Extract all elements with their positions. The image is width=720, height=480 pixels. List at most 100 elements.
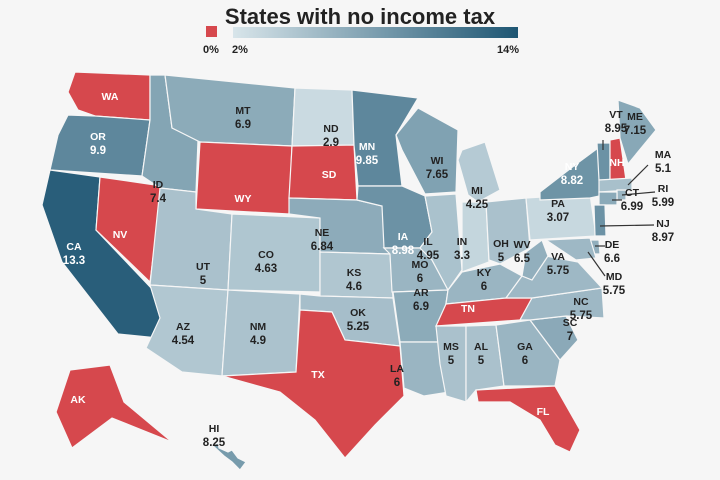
state-rate-nd: 2.9	[323, 137, 339, 149]
legend-zero-label: 0%	[203, 44, 219, 56]
state-abbr-pa: PA	[551, 198, 565, 210]
state-ma[interactable]	[598, 177, 633, 193]
state-abbr-ri: RI	[658, 183, 669, 195]
state-abbr-ok: OK	[350, 307, 366, 319]
state-rate-ks: 4.6	[346, 281, 362, 293]
state-abbr-ne: NE	[315, 227, 330, 239]
state-rate-mt: 6.9	[235, 119, 251, 131]
state-rate-in: 3.3	[454, 250, 470, 262]
state-rate-ms: 5	[448, 355, 455, 367]
state-wv[interactable]	[521, 239, 549, 281]
state-abbr-nm: NM	[250, 321, 267, 333]
state-rate-wi: 7.65	[426, 169, 449, 181]
state-wi[interactable]	[395, 107, 459, 195]
state-abbr-nj: NJ	[656, 218, 670, 230]
state-rate-ny: 8.82	[561, 175, 583, 187]
state-abbr-de: DE	[605, 239, 620, 251]
state-al[interactable]	[465, 324, 505, 404]
state-rate-la: 6	[394, 377, 400, 389]
state-ct[interactable]	[598, 191, 618, 206]
state-abbr-nh: NH	[609, 157, 624, 169]
legend-max-label: 14%	[497, 44, 520, 56]
state-fl[interactable]	[475, 385, 581, 453]
state-rate-ia: 8.98	[392, 245, 415, 257]
state-abbr-ny: NY	[565, 161, 580, 173]
state-abbr-or: OR	[90, 131, 106, 143]
state-rate-mo: 6	[417, 273, 423, 285]
legend-min-label: 2%	[232, 44, 248, 56]
state-rate-ga: 6	[522, 355, 528, 367]
state-nj[interactable]	[593, 204, 607, 237]
state-abbr-ca: CA	[66, 241, 82, 253]
state-abbr-tx: TX	[311, 369, 324, 381]
state-rate-ky: 6	[481, 281, 487, 293]
state-abbr-fl: FL	[537, 406, 550, 418]
state-md[interactable]	[544, 237, 597, 261]
state-ak[interactable]	[55, 364, 173, 449]
state-abbr-co: CO	[258, 249, 274, 261]
state-rate-sc: 7	[567, 331, 573, 343]
state-tx[interactable]	[221, 309, 405, 459]
state-rate-mi: 4.25	[466, 199, 489, 211]
state-me[interactable]	[617, 99, 657, 166]
state-ny[interactable]	[539, 146, 605, 201]
state-abbr-wy: WY	[235, 193, 252, 205]
state-rate-de: 6.6	[604, 253, 620, 265]
leader-line-md	[587, 251, 606, 277]
state-abbr-sd: SD	[322, 169, 337, 181]
map-title: States with no income tax	[224, 4, 496, 29]
state-rate-oh: 5	[498, 252, 505, 264]
state-abbr-ma: MA	[655, 149, 672, 161]
state-abbr-wi: WI	[431, 155, 444, 167]
state-abbr-vt: VT	[609, 109, 623, 121]
legend-gradient-bar	[233, 27, 518, 38]
state-il[interactable]	[419, 193, 463, 292]
state-rate-ok: 5.25	[347, 321, 370, 333]
state-abbr-la: LA	[390, 363, 404, 375]
state-abbr-mt: MT	[235, 105, 251, 117]
state-abbr-mn: MN	[359, 141, 375, 153]
state-abbr-ia: IA	[398, 231, 409, 243]
state-abbr-sc: SC	[563, 317, 578, 329]
state-ms[interactable]	[435, 325, 467, 403]
state-rate-vt: 8.95	[605, 123, 628, 135]
state-abbr-in: IN	[457, 236, 468, 248]
leader-line-ma	[627, 164, 649, 186]
state-abbr-wa: WA	[102, 91, 119, 103]
state-rate-nm: 4.9	[250, 335, 266, 347]
state-abbr-al: AL	[474, 341, 489, 353]
legend-zero-swatch	[206, 26, 217, 37]
state-rate-ma: 5.1	[655, 163, 672, 175]
state-hi[interactable]	[210, 442, 247, 471]
state-rate-nc: 5.75	[570, 310, 593, 322]
state-rate-ct: 6.99	[621, 201, 643, 213]
state-rate-pa: 3.07	[547, 212, 569, 224]
state-rate-ut: 5	[200, 275, 207, 287]
state-abbr-nv: NV	[113, 229, 128, 241]
state-rate-wv: 6.5	[514, 253, 531, 265]
state-oh[interactable]	[485, 197, 531, 265]
state-co[interactable]	[227, 213, 321, 293]
state-abbr-oh: OH	[493, 238, 509, 250]
state-rate-al: 5	[478, 355, 485, 367]
state-abbr-il: IL	[423, 236, 433, 248]
state-abbr-ar: AR	[413, 287, 429, 299]
state-abbr-id: ID	[153, 179, 164, 191]
state-abbr-ms: MS	[443, 341, 459, 353]
state-rate-az: 4.54	[172, 335, 195, 347]
state-abbr-nd: ND	[323, 123, 339, 135]
state-rate-me: 7.15	[624, 125, 647, 137]
state-abbr-md: MD	[606, 271, 623, 283]
state-abbr-ut: UT	[196, 261, 211, 273]
state-abbr-mi: MI	[471, 185, 483, 197]
state-rate-mn: 9.85	[356, 155, 379, 167]
state-ga[interactable]	[495, 319, 561, 387]
state-rate-il: 4.95	[417, 250, 440, 262]
state-in[interactable]	[461, 201, 490, 273]
leader-line-ri	[621, 191, 656, 196]
state-rate-ca: 13.3	[63, 255, 85, 267]
state-rate-hi: 8.25	[203, 437, 226, 449]
state-nm[interactable]	[221, 289, 301, 377]
state-abbr-ks: KS	[347, 267, 362, 279]
